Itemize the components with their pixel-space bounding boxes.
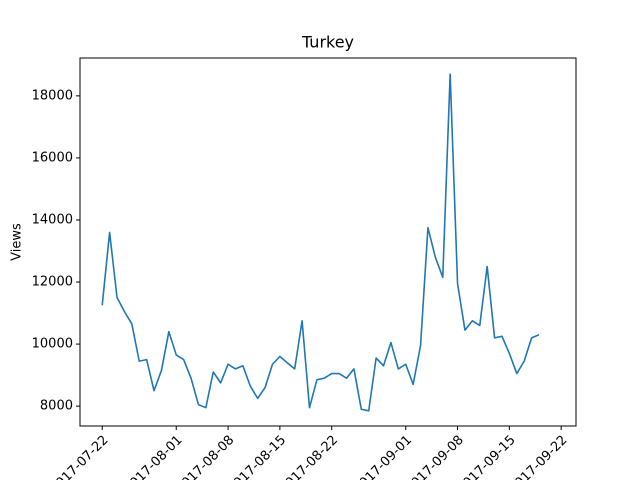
y-tick-label: 14000 [32,212,73,227]
y-tick-label: 8000 [40,399,73,414]
y-tick-label: 18000 [32,88,73,103]
line [101,73,540,412]
y-tick-label: 16000 [32,150,73,165]
y-tick-label: 10000 [32,337,73,352]
chart-title: Turkey [301,33,354,52]
y-axis-label: Views [10,223,25,261]
plot-frame [79,57,577,427]
y-tick-label: 12000 [32,275,73,290]
